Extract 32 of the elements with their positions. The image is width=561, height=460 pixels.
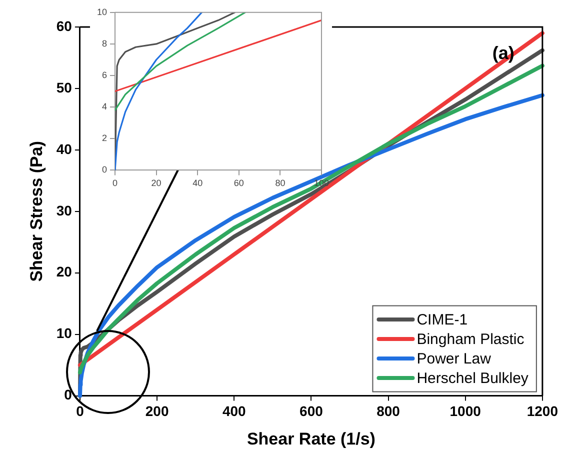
y-tick-label: 4 [102,102,108,112]
legend-label: Bingham Plastic [416,331,525,348]
y-tick-label: 0 [102,164,108,175]
y-tick-label: 10 [96,6,108,17]
y-tick-label: 6 [102,70,108,80]
y-tick-label: 2 [102,133,108,144]
x-tick-label: 800 [376,403,400,420]
x-tick-label: 60 [234,178,244,188]
y-tick-label: 8 [102,38,108,48]
y-tick-label: 10 [56,325,72,342]
y-axis-title: Shear Stress (Pa) [26,141,46,282]
x-tick-label: 400 [222,403,246,420]
x-tick-label: 600 [300,403,324,420]
y-tick-label: 0 [64,386,72,403]
annotation: (a) [492,42,514,63]
x-tick-label: 40 [192,178,203,188]
x-tick-label: 1000 [450,403,482,420]
legend-label: Power Law [416,350,492,368]
x-tick-label: 80 [275,178,286,188]
y-tick-label: 50 [56,79,72,96]
x-tick-label: 200 [145,403,169,420]
x-tick-label: 0 [112,178,118,188]
x-axis-title: Shear Rate (1/s) [246,429,376,448]
y-tick-label: 60 [56,18,72,34]
legend-label: CIME-1 [416,312,468,329]
x-tick-label: 0 [76,403,84,420]
y-tick-label: 20 [56,264,72,280]
x-tick-label: 1200 [526,403,558,420]
legend-label: Herschel Bulkley [416,370,529,388]
y-tick-label: 40 [56,140,72,157]
x-tick-label: 20 [151,178,162,188]
y-tick-label: 30 [56,202,72,218]
